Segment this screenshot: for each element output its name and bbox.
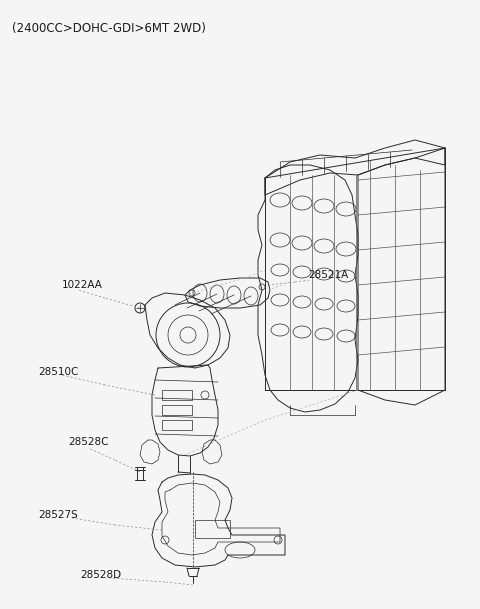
Bar [162,405,192,415]
Text: (2400CC>DOHC-GDI>6MT 2WD): (2400CC>DOHC-GDI>6MT 2WD) [12,22,206,35]
Bar [162,420,192,430]
Text: 28510C: 28510C [38,367,78,377]
Text: 1022AA: 1022AA [62,280,103,290]
Bar [195,520,230,538]
Text: 28528C: 28528C [68,437,108,447]
Text: 28521A: 28521A [308,270,348,280]
Text: 28527S: 28527S [38,510,78,520]
Bar [162,390,192,400]
Text: 28528D: 28528D [80,570,121,580]
